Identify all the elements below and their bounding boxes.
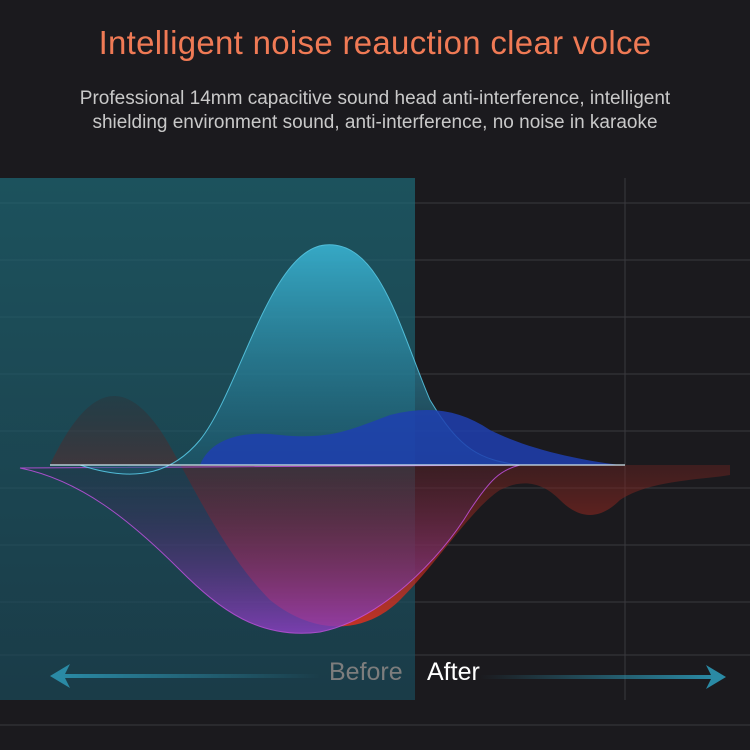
subtitle-line: shielding environment sound, anti-interf… xyxy=(92,112,658,133)
left-arrow-shaft xyxy=(60,674,320,678)
after-label: After xyxy=(427,658,480,686)
subtitle-line: Professional 14mm capacitive sound head … xyxy=(79,88,671,109)
blue-wave xyxy=(200,410,620,465)
right-arrow-shaft xyxy=(480,675,715,679)
left-arrow-icon xyxy=(50,664,70,688)
right-arrow-icon xyxy=(706,665,726,689)
before-label: Before xyxy=(329,658,403,686)
page-title: Intelligent noise reauction clear volce xyxy=(98,24,652,61)
purple-wave xyxy=(19,464,521,634)
subtitle: Professional 14mm capacitive sound head … xyxy=(0,87,750,135)
